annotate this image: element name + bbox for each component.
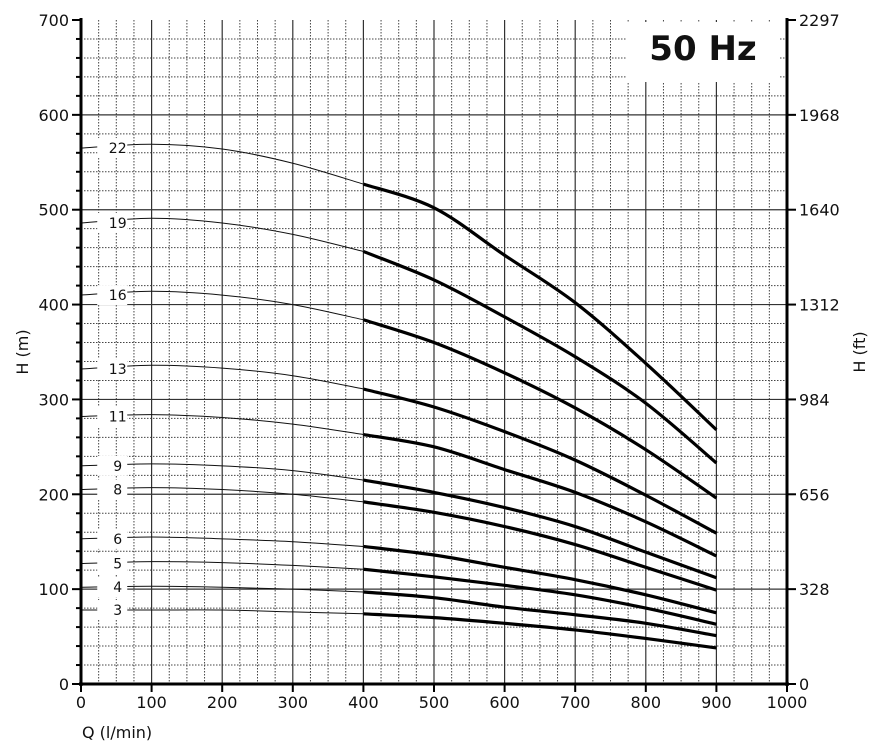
x-tick-label: 200 — [207, 693, 238, 712]
curve-thin-22 — [80, 143, 364, 185]
curve-label: 5 — [113, 557, 122, 573]
y-tick-label-right: 0 — [799, 675, 809, 694]
y-tick-label-right: 984 — [799, 390, 830, 409]
curve-label-bg — [97, 138, 128, 159]
curve-label: 16 — [109, 288, 127, 304]
curve-label-bg — [97, 406, 128, 427]
curve-label-bg — [97, 359, 128, 380]
curve-16 — [362, 318, 718, 500]
curve-label: 13 — [109, 362, 127, 378]
curve-8 — [363, 500, 717, 592]
curve-label: 19 — [109, 216, 127, 232]
curve-label-bg — [97, 455, 128, 476]
y-tick-label-left: 200 — [38, 485, 69, 504]
curve-label: 6 — [113, 532, 122, 548]
curve-19 — [362, 249, 718, 465]
curve-thin-5 — [80, 561, 364, 570]
curve-22 — [362, 182, 718, 431]
curve-label-bg — [97, 553, 128, 574]
curve-label: 8 — [113, 483, 122, 499]
curve-thin-11 — [80, 414, 364, 436]
x-axis-label: Q (l/min) — [82, 723, 152, 742]
curve-label: 22 — [109, 141, 127, 157]
x-tick-label: 300 — [278, 693, 309, 712]
curve-label-bg — [97, 285, 128, 306]
curve-label: 11 — [109, 410, 127, 426]
curve-thin-8 — [80, 487, 364, 503]
x-tick-label: 400 — [348, 693, 379, 712]
curve-label-bg — [97, 600, 128, 621]
x-tick-label: 800 — [631, 693, 662, 712]
curve-label: 3 — [113, 603, 122, 619]
curve-label: 4 — [113, 580, 122, 596]
y-tick-label-left: 300 — [38, 390, 69, 409]
x-tick-label: 0 — [76, 693, 86, 712]
curve-label-bg — [97, 479, 128, 500]
y-tick-label-right: 328 — [799, 580, 830, 599]
curve-13 — [363, 387, 718, 535]
title-box — [627, 22, 779, 82]
curve-4 — [363, 590, 717, 638]
curve-thin-3 — [81, 609, 364, 615]
y-tick-label-left: 700 — [38, 11, 69, 30]
chart-title: 50 Hz — [649, 29, 756, 69]
curve-label-bg — [97, 212, 128, 233]
x-tick-label: 700 — [560, 693, 591, 712]
curve-thin-4 — [80, 585, 364, 593]
x-tick-label: 900 — [701, 693, 732, 712]
grid — [81, 20, 787, 684]
y-tick-label-left: 400 — [38, 296, 69, 315]
y-tick-label-right: 1968 — [799, 106, 840, 125]
x-tick-label: 100 — [136, 693, 167, 712]
y-tick-label-left: 0 — [59, 675, 69, 694]
curve-thin-13 — [80, 364, 364, 390]
curve-thin-16 — [80, 290, 364, 321]
curve-label: 9 — [113, 459, 122, 475]
curve-6 — [363, 544, 717, 615]
curve-9 — [363, 478, 717, 580]
curve-3 — [363, 612, 717, 650]
curve-thin-19 — [80, 217, 364, 252]
curve-5 — [363, 567, 717, 626]
y-tick-label-left: 600 — [38, 106, 69, 125]
curve-label-bg — [97, 528, 128, 549]
y-tick-label-left: 100 — [38, 580, 69, 599]
curves: 22 19 16 13 11 9 8 6 5 4 3 — [80, 138, 718, 650]
curve-thin-9 — [80, 463, 364, 481]
y-tick-label-right: 1312 — [799, 296, 840, 315]
curve-11 — [363, 432, 718, 558]
x-tick-label: 600 — [489, 693, 520, 712]
y-tick-label-left: 500 — [38, 201, 69, 220]
x-tick-label: 1000 — [767, 693, 808, 712]
y-axis-label-left: H (m) — [13, 329, 32, 374]
y-tick-label-right: 2297 — [799, 11, 840, 30]
y-axis-label-right: H (ft) — [850, 331, 869, 372]
x-tick-label: 500 — [419, 693, 450, 712]
y-tick-label-right: 656 — [799, 485, 830, 504]
curve-thin-6 — [80, 536, 364, 547]
curve-label-bg — [97, 577, 128, 598]
y-tick-label-right: 1640 — [799, 201, 840, 220]
